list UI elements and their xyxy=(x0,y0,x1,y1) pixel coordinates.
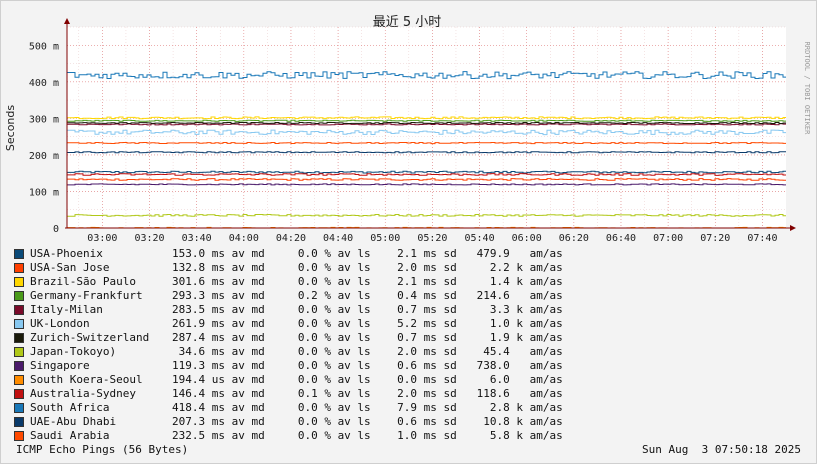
y-axis-arrow xyxy=(64,18,70,24)
legend-series-name: Singapore xyxy=(30,359,90,372)
series-line-usa-san-jose xyxy=(66,178,786,181)
x-tick-label: 04:40 xyxy=(323,233,353,244)
y-tick-labels: 0 100 m 200 m 300 m 400 m 500 m xyxy=(29,41,59,235)
x-tick-label: 03:00 xyxy=(87,233,117,244)
series-line-usa-phoenix xyxy=(66,170,786,174)
x-tick-label: 05:40 xyxy=(464,233,494,244)
legend-series-stats: 418.4 ms av md 0.0 % av ls 7.9 ms sd 2.8… xyxy=(172,401,563,414)
series-line-italy-milan xyxy=(66,123,786,126)
legend-swatch xyxy=(14,403,24,413)
y-tick-label: 100 m xyxy=(29,187,59,198)
plot-area xyxy=(67,27,786,228)
x-axis-arrow xyxy=(790,225,796,231)
legend-series-stats: 146.4 ms av md 0.1 % av ls 2.0 ms sd 118… xyxy=(172,387,563,400)
y-tick-label: 400 m xyxy=(29,78,59,89)
legend-swatch xyxy=(14,277,24,287)
chart-title: 最近 5 小时 xyxy=(373,15,442,30)
legend-series-stats: 293.3 ms av md 0.2 % av ls 0.4 ms sd 214… xyxy=(172,289,563,302)
x-tick-label: 05:20 xyxy=(417,233,447,244)
legend-swatch xyxy=(14,431,24,441)
legend-series-stats: 132.8 ms av md 0.0 % av ls 2.0 ms sd 2.2… xyxy=(172,261,563,274)
x-tick-label: 06:40 xyxy=(606,233,636,244)
x-tick-label: 07:40 xyxy=(747,233,777,244)
axes xyxy=(64,18,796,231)
x-tick-label: 03:20 xyxy=(134,233,164,244)
legend-series-name: UAE-Abu Dhabi xyxy=(30,415,117,428)
x-tick-label: 04:00 xyxy=(229,233,259,244)
legend-series-stats: 194.4 us av md 0.0 % av ls 0.0 ms sd 6.0… xyxy=(172,373,563,386)
x-tick-label: 03:40 xyxy=(182,233,212,244)
series-line-uk-london xyxy=(66,129,786,136)
series-line-singapore xyxy=(66,183,786,186)
legend-series-name: USA-San Jose xyxy=(30,261,110,274)
x-tick-labels: 03:00 03:20 03:40 04:00 04:20 04:40 05:00 05:20… xyxy=(87,233,777,244)
series-lines xyxy=(66,71,786,229)
footer-probe-label: ICMP Echo Pings (56 Bytes) xyxy=(16,443,189,456)
legend-series-name: Japan-Tokoyo) xyxy=(30,345,117,358)
rrdtool-watermark: RRDTOOL / TOBI OETIKER xyxy=(803,42,811,136)
y-axis-label: Seconds xyxy=(4,105,17,151)
grid xyxy=(67,26,786,229)
x-tick-label: 06:00 xyxy=(512,233,542,244)
x-tick-label: 04:20 xyxy=(276,233,306,244)
legend-swatch xyxy=(14,347,24,357)
legend-series-name: Zurich-Switzerland xyxy=(30,331,150,344)
x-tick-label: 07:20 xyxy=(700,233,730,244)
legend-swatch xyxy=(14,389,24,399)
y-tick-label: 200 m xyxy=(29,151,59,162)
series-line-south-africa xyxy=(66,71,786,80)
footer-timestamp: Sun Aug 3 07:50:18 2025 xyxy=(642,443,801,456)
legend-series-name: Australia-Sydney xyxy=(30,387,136,400)
legend-series-stats: 261.9 ms av md 0.0 % av ls 5.2 ms sd 1.0… xyxy=(172,317,563,330)
legend-swatch xyxy=(14,361,24,371)
legend-series-name: Italy-Milan xyxy=(30,303,103,316)
x-tick-label: 06:20 xyxy=(559,233,589,244)
legend-series-stats: 283.5 ms av md 0.0 % av ls 0.7 ms sd 3.3… xyxy=(172,303,563,316)
legend-series-name: South Africa xyxy=(30,401,110,414)
series-line-saudi-arabia xyxy=(66,142,786,145)
series-line-japan-tokoyo- xyxy=(66,214,786,217)
legend-series-stats: 34.6 ms av md 0.0 % av ls 2.0 ms sd 45.4… xyxy=(172,345,563,358)
legend-series-stats: 301.6 ms av md 0.0 % av ls 2.1 ms sd 1.4… xyxy=(172,275,563,288)
series-line-zurich-switzerland xyxy=(66,122,786,124)
legend-swatch xyxy=(14,319,24,329)
series-line-australia-sydney xyxy=(66,173,786,176)
y-tick-label: 300 m xyxy=(29,114,59,125)
legend-series-name: South Koera-Seoul xyxy=(30,373,143,386)
legend-series-stats: 153.0 ms av md 0.0 % av ls 2.1 ms sd 479… xyxy=(172,247,563,260)
legend-swatch xyxy=(14,417,24,427)
legend-series-stats: 287.4 ms av md 0.0 % av ls 0.7 ms sd 1.9… xyxy=(172,331,563,344)
legend-series-name: Brazil-São Paulo xyxy=(30,275,136,288)
legend-swatch xyxy=(14,249,24,259)
y-tick-label: 0 xyxy=(53,224,59,235)
x-tick-label: 07:00 xyxy=(653,233,683,244)
legend-series-stats: 119.3 ms av md 0.0 % av ls 0.6 ms sd 738… xyxy=(172,359,563,372)
legend-swatch xyxy=(14,291,24,301)
legend-swatch xyxy=(14,333,24,343)
y-tick-label: 500 m xyxy=(29,41,59,52)
legend-series-name: USA-Phoenix xyxy=(30,247,103,260)
legend-series-name: UK-London xyxy=(30,317,90,330)
series-line-uae-abu-dhabi xyxy=(66,151,786,154)
legend-series-stats: 232.5 ms av md 0.0 % av ls 1.0 ms sd 5.8… xyxy=(172,429,563,442)
legend-series-stats: 207.3 ms av md 0.0 % av ls 0.6 ms sd 10.… xyxy=(172,415,563,428)
x-tick-label: 05:00 xyxy=(370,233,400,244)
series-line-brazil-s-o-paulo xyxy=(66,116,786,120)
series-line-germany-frankfurt xyxy=(66,119,786,122)
legend-swatch xyxy=(14,263,24,273)
legend-series-name: Saudi Arabia xyxy=(30,429,110,442)
legend-swatch xyxy=(14,375,24,385)
legend-swatch xyxy=(14,305,24,315)
legend-series-name: Germany-Frankfurt xyxy=(30,289,143,302)
